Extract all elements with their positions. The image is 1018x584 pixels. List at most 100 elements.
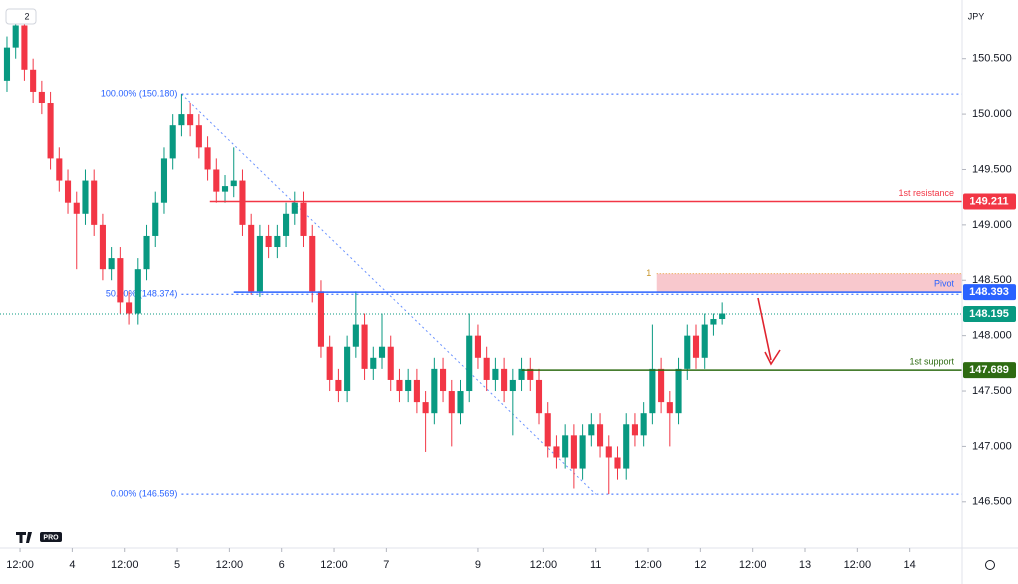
- price-tag: [963, 193, 1016, 210]
- candle-body: [692, 335, 700, 358]
- x-tick-label: 12:00: [216, 559, 244, 571]
- candle-body: [710, 319, 717, 325]
- settings-icon[interactable]: [985, 560, 995, 570]
- candle-body: [649, 368, 656, 414]
- candle-body: [457, 391, 464, 414]
- candle-body: [300, 202, 307, 236]
- candle-body: [213, 169, 220, 192]
- candle-body: [596, 424, 604, 447]
- fib-trend: [181, 93, 597, 495]
- candle-body: [605, 446, 612, 458]
- price-tag-label: 148.393: [969, 286, 1009, 298]
- x-tick-label: 12:00: [111, 559, 139, 571]
- candle-body: [422, 402, 429, 414]
- candle-body: [64, 180, 72, 203]
- candle-body: [719, 313, 726, 320]
- candle-body: [335, 379, 342, 392]
- candle-body: [274, 235, 281, 248]
- x-tick-label: 9: [475, 559, 481, 571]
- candle-body: [701, 324, 708, 358]
- candle-body: [440, 368, 447, 392]
- candle-body: [448, 391, 455, 414]
- candle-body: [623, 424, 630, 469]
- candle-body: [527, 368, 534, 380]
- candle-body: [309, 235, 316, 292]
- candle-body: [56, 158, 63, 181]
- candle-body: [544, 413, 551, 447]
- candle-body: [169, 125, 176, 159]
- x-tick-label: 13: [799, 559, 811, 571]
- candle-body: [387, 346, 394, 380]
- candle-body: [553, 446, 560, 458]
- x-tick-label: 5: [174, 559, 180, 571]
- candle-body: [38, 91, 45, 104]
- candle-body: [431, 368, 438, 414]
- candle-body: [230, 180, 237, 187]
- candle-body: [675, 368, 682, 414]
- plot-area: 1 100.00% (150.180) 50.00% (148.374) 0.00% …: [0, 14, 962, 499]
- candle-body: [518, 368, 525, 380]
- candle-body: [117, 258, 124, 303]
- x-tick-label: 12:00: [844, 559, 872, 571]
- price-tag-label: 148.195: [969, 308, 1009, 320]
- candle-body: [483, 357, 490, 380]
- candle-body: [405, 379, 412, 392]
- candle-body: [204, 147, 211, 170]
- candle-body: [396, 379, 403, 392]
- zone: [656, 273, 962, 293]
- zone-label: 1: [646, 268, 651, 278]
- candle-body: [195, 125, 202, 148]
- logo-text: PRO: [43, 534, 59, 541]
- candle-body: [352, 324, 359, 347]
- candle-body: [239, 180, 246, 225]
- y-tick-label: 148.000: [972, 330, 1012, 342]
- candle-body: [187, 114, 194, 126]
- y-tick-label: 149.000: [972, 219, 1012, 231]
- candle-body: [99, 224, 106, 270]
- y-tick-label: 146.500: [972, 496, 1012, 508]
- candle-body: [91, 180, 98, 225]
- x-tick-label: 12:00: [739, 559, 767, 571]
- candle-body: [256, 235, 263, 292]
- candle-body: [474, 335, 481, 358]
- candle-body: [579, 435, 586, 469]
- candle-body: [152, 202, 159, 236]
- candle-body: [492, 368, 499, 380]
- currency[interactable]: JPY: [968, 11, 985, 21]
- candle-body: [47, 103, 54, 159]
- candle-body: [283, 213, 290, 236]
- fib-label: 0.00% (146.569): [111, 489, 178, 499]
- price-tag-label: 149.211: [969, 195, 1008, 207]
- x-tick-label: 6: [279, 559, 285, 571]
- candle-body: [12, 25, 19, 48]
- candle-body: [291, 202, 298, 214]
- y-tick-label: 147.000: [972, 440, 1012, 452]
- fib-label: 100.00% (150.180): [101, 89, 178, 99]
- candle-body: [631, 424, 638, 436]
- candle-body: [344, 346, 351, 392]
- price-tag: [963, 362, 1016, 379]
- candle-body: [108, 258, 115, 270]
- candle-body: [640, 413, 647, 436]
- candle-body: [134, 269, 141, 314]
- logo-mark: [16, 532, 32, 543]
- candle-body: [143, 235, 150, 270]
- y-tick-label: 150.000: [972, 108, 1012, 120]
- candle-body: [614, 457, 621, 469]
- candle-body: [466, 335, 473, 392]
- candle-body: [570, 435, 577, 469]
- candle-body: [666, 402, 673, 414]
- candle-body: [3, 47, 11, 81]
- badge[interactable]: [5, 8, 37, 25]
- level-name: Pivot: [934, 278, 955, 288]
- candle-body: [126, 302, 133, 314]
- price-tag-label: 147.689: [969, 364, 1009, 376]
- candle-body: [361, 324, 368, 369]
- x-tick-label: 4: [69, 559, 75, 571]
- candle-body: [509, 379, 516, 392]
- candle-body: [248, 224, 255, 292]
- y-tick-label: 149.500: [972, 163, 1012, 175]
- candle-body: [378, 346, 386, 358]
- candle-body: [535, 379, 543, 414]
- candle-body: [221, 186, 229, 192]
